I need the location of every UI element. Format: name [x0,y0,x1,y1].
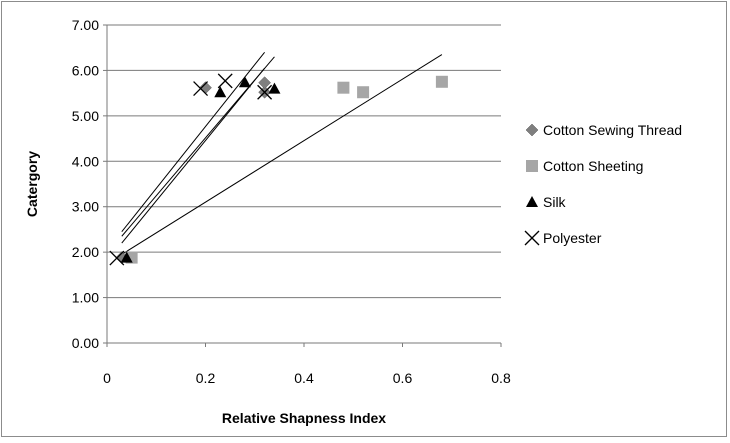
legend-label-silk: Silk [543,194,567,210]
y-axis-title: Catergory [24,151,40,217]
y-tick-label: 2.00 [72,244,99,260]
trendline [121,51,265,233]
point-cotton-sheeting [435,75,448,88]
legend-marker-cotton-sheeting [526,160,538,172]
point-cotton-sheeting [357,86,370,99]
legend-label-polyester: Polyester [543,230,602,246]
legend-label-cotton-sewing-thread: Cotton Sewing Thread [543,122,682,138]
x-tick-label: 0.8 [491,370,511,386]
x-tick-label: 0 [103,370,111,386]
point-cotton-sheeting [337,81,350,94]
legend-marker-cotton-sewing-thread [525,123,539,137]
x-tick-label: 0.6 [393,370,413,386]
legend-marker-polyester [524,230,540,246]
x-tick-label: 0.4 [294,370,314,386]
point-cotton-sewing-thread [258,76,271,90]
grid-lines [107,24,501,299]
y-tick-label: 6.00 [72,62,99,78]
y-tick-label: 1.00 [72,290,99,306]
legend-marker-silk [526,196,538,207]
point-polyester [257,84,273,100]
point-polyester [109,250,125,266]
y-tick-label: 3.00 [72,199,99,215]
legend-label-cotton-sheeting: Cotton Sheeting [543,158,643,174]
y-tick-label: 7.00 [72,17,99,33]
trendlines [121,51,443,255]
axes [103,24,502,347]
point-polyester [193,81,209,97]
scatter-chart: 0.00 1.00 2.00 3.00 4.00 5.00 6.00 7.00 0 0.2 0.4 0… [24,17,682,426]
y-tick-label: 4.00 [72,153,99,169]
data-points [109,73,448,266]
trendline [121,54,443,255]
point-silk [268,82,281,94]
chart-frame: 0.00 1.00 2.00 3.00 4.00 5.00 6.00 7.00 0 0.2 0.4 0… [1,1,727,437]
legend: Cotton Sewing Thread Cotton Sheeting Silk P… [524,122,682,246]
tick-labels: 0.00 1.00 2.00 3.00 4.00 5.00 6.00 7.00 0 0.2 0.4 0… [72,17,511,386]
point-silk [238,76,251,88]
y-tick-label: 5.00 [72,108,99,124]
point-polyester [217,73,233,89]
point-silk [214,86,227,98]
point-silk [120,251,133,263]
x-tick-label: 0.2 [196,370,216,386]
y-tick-label: 0.00 [72,335,99,351]
trendline [121,67,265,244]
x-axis-title: Relative Shapness Index [222,410,386,426]
